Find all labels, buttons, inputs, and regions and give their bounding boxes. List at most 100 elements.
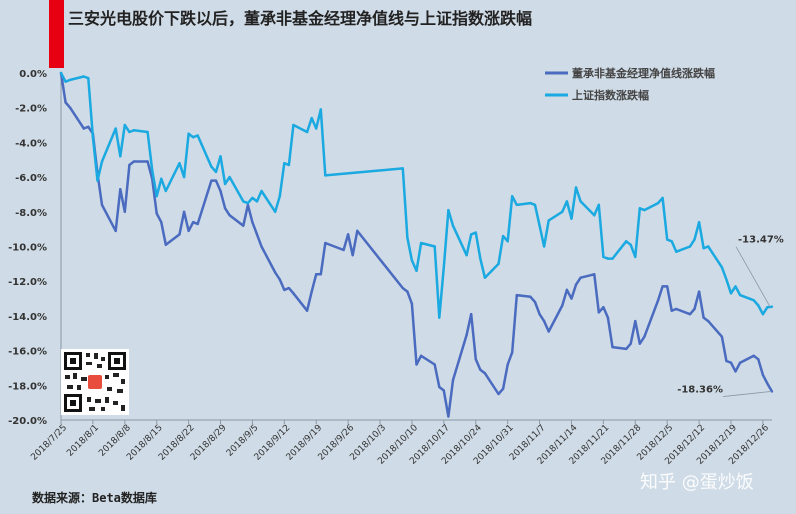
data-point xyxy=(720,335,724,338)
data-point xyxy=(725,359,728,363)
data-point xyxy=(146,130,149,134)
data-point xyxy=(164,189,168,193)
data-point xyxy=(706,319,710,323)
data-point xyxy=(246,203,250,207)
data-point xyxy=(720,266,724,269)
data-point xyxy=(305,309,309,312)
data-point xyxy=(324,174,327,177)
y-tick-label: -8.0% xyxy=(15,208,47,219)
data-point xyxy=(761,373,765,377)
data-point xyxy=(305,130,309,134)
data-point xyxy=(278,278,281,281)
data-point xyxy=(87,77,90,80)
data-point xyxy=(100,160,104,163)
data-point xyxy=(401,167,405,170)
data-point xyxy=(511,194,514,198)
data-point xyxy=(260,189,263,193)
data-point xyxy=(611,257,614,260)
data-point xyxy=(511,351,514,354)
data-point xyxy=(661,285,664,288)
legend-label-1: 上证指数涨跌幅 xyxy=(572,88,649,102)
data-point xyxy=(187,132,190,135)
legend-label-0: 董承非基金经理净值线涨跌幅 xyxy=(572,66,715,80)
data-point xyxy=(260,245,263,248)
data-point xyxy=(160,221,163,224)
data-point xyxy=(96,179,99,182)
data-point xyxy=(191,135,195,139)
data-point xyxy=(150,168,154,172)
data-point xyxy=(529,201,532,205)
watermark: 知乎 @蛋炒饭 xyxy=(640,472,754,493)
y-tick-label: -6.0% xyxy=(15,173,47,184)
x-axis: 2018/7/252018/8/12018/8/82018/8/152018/8… xyxy=(29,419,772,467)
data-point xyxy=(310,116,313,120)
data-point xyxy=(246,201,250,205)
data-point xyxy=(579,276,582,279)
data-point xyxy=(419,241,423,245)
y-tick-label: -2.0% xyxy=(15,104,47,115)
data-point xyxy=(214,170,218,174)
data-point xyxy=(515,293,518,297)
data-point xyxy=(766,306,769,309)
data-point xyxy=(661,196,664,200)
data-point xyxy=(324,241,327,245)
data-point xyxy=(155,212,158,215)
data-point xyxy=(274,271,277,274)
data-point xyxy=(757,358,760,361)
data-point xyxy=(287,163,291,167)
data-point xyxy=(255,200,259,203)
data-point xyxy=(228,214,231,217)
data-point xyxy=(593,273,596,276)
data-point xyxy=(119,155,122,158)
data-point xyxy=(533,203,537,207)
data-point xyxy=(178,162,181,165)
data-point xyxy=(465,253,468,257)
y-tick-label: 0.0% xyxy=(19,69,47,80)
data-point xyxy=(734,370,737,373)
data-point xyxy=(160,177,163,181)
data-point xyxy=(501,234,505,238)
data-point xyxy=(292,123,295,127)
data-point xyxy=(602,255,605,259)
series-points-1 xyxy=(59,71,774,319)
data-point xyxy=(670,240,673,243)
data-point xyxy=(319,108,322,111)
data-point xyxy=(656,201,660,205)
data-point xyxy=(629,342,632,345)
data-point xyxy=(497,262,500,266)
data-point xyxy=(483,276,487,279)
data-point xyxy=(538,312,541,316)
data-point xyxy=(406,290,409,293)
data-point xyxy=(146,160,149,163)
end-value-label-0: -18.36% xyxy=(677,385,723,396)
y-tick-label: -10.0% xyxy=(8,243,47,254)
data-point xyxy=(547,330,550,333)
data-point xyxy=(501,387,505,390)
data-point xyxy=(442,389,446,392)
data-point xyxy=(283,162,286,165)
data-point xyxy=(310,290,313,293)
data-point xyxy=(410,259,414,262)
data-point xyxy=(178,233,181,236)
data-point xyxy=(223,207,227,210)
title-accent-bar xyxy=(49,0,64,68)
data-point xyxy=(132,160,136,163)
data-point xyxy=(706,245,710,248)
data-point xyxy=(529,295,532,299)
data-point xyxy=(64,80,67,83)
data-point xyxy=(223,182,227,186)
data-point xyxy=(356,229,359,233)
data-point xyxy=(497,392,500,396)
x-tick-label: 2018/7/25 xyxy=(29,423,69,463)
data-point xyxy=(752,354,755,358)
data-point xyxy=(191,221,195,224)
data-point xyxy=(82,75,85,78)
y-tick-label: -18.0% xyxy=(8,381,47,392)
data-point xyxy=(561,210,564,213)
data-point xyxy=(515,203,518,207)
data-point xyxy=(533,300,537,304)
data-point xyxy=(315,273,318,276)
data-point xyxy=(438,316,441,319)
data-point xyxy=(702,316,705,319)
